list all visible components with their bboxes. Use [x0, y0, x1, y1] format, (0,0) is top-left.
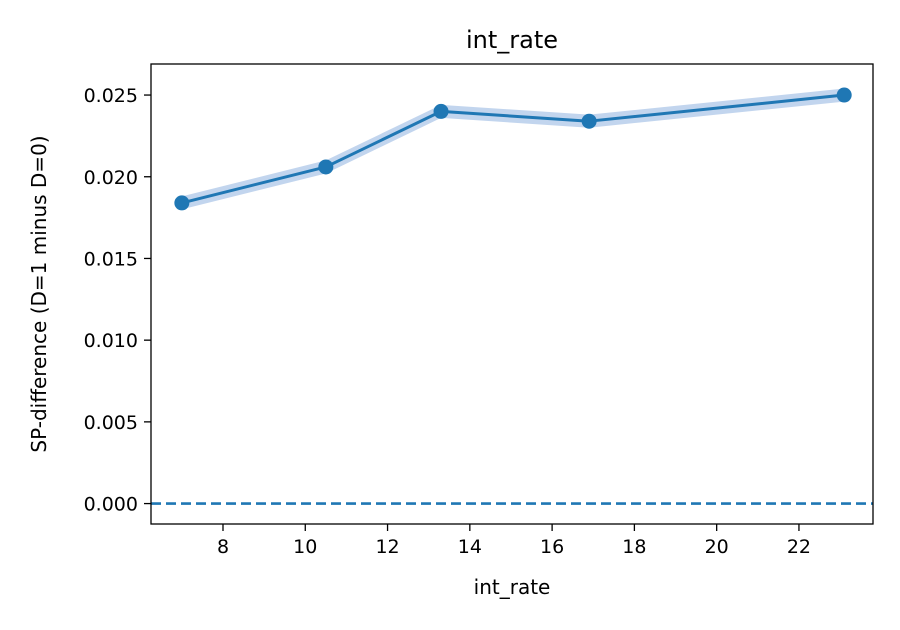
x-tick-label: 16 [540, 536, 564, 558]
plot-frame [150, 63, 874, 525]
y-axis: 0.000 0.005 0.010 0.015 0.020 0.025 [84, 85, 151, 516]
x-axis-label: int_rate [474, 575, 551, 599]
x-tick-label: 20 [705, 536, 729, 558]
x-tick-label: 22 [787, 536, 811, 558]
y-tick-label: 0.000 [84, 494, 138, 516]
x-tick-label: 18 [622, 536, 646, 558]
x-tick-label: 10 [293, 536, 317, 558]
chart-title: int_rate [466, 26, 558, 54]
data-point [174, 195, 190, 211]
y-tick-label: 0.010 [84, 330, 138, 352]
series-layer [174, 87, 852, 211]
x-axis: 8 10 12 14 16 18 20 22 [217, 524, 811, 558]
data-point [836, 87, 852, 103]
data-point [433, 103, 449, 119]
data-point [581, 113, 597, 129]
x-tick-label: 8 [217, 536, 229, 558]
y-tick-label: 0.005 [84, 412, 138, 434]
y-tick-label: 0.020 [84, 167, 138, 189]
data-point [318, 159, 334, 175]
x-tick-label: 12 [375, 536, 399, 558]
y-tick-label: 0.025 [84, 85, 138, 107]
x-tick-label: 14 [458, 536, 482, 558]
y-axis-label: SP-difference (D=1 minus D=0) [27, 135, 51, 452]
y-tick-label: 0.015 [84, 248, 138, 270]
